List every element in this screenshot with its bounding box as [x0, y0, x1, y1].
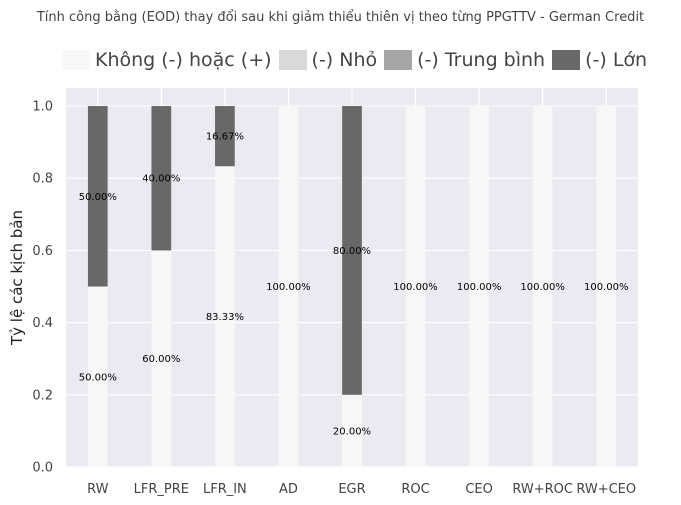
x-tick-label: EGR: [338, 482, 365, 497]
y-tick-label: 0.6: [32, 244, 53, 259]
bar-EGR-series-0: [342, 394, 362, 467]
y-tick-label: 0.0: [32, 461, 53, 476]
data-label: 50.00%: [79, 192, 117, 203]
data-label: 83.33%: [206, 312, 244, 323]
legend-swatch: [62, 50, 90, 70]
y-tick-label: 0.8: [32, 172, 53, 187]
legend-item: (-) Trung bình: [384, 49, 545, 71]
bar-LFR_IN-series-0: [215, 166, 235, 467]
legend-label: Không (-) hoặc (+): [95, 49, 272, 71]
x-tick-label: ROC: [401, 482, 429, 497]
bar-ROC-series-0: [405, 106, 426, 468]
legend-item: Không (-) hoặc (+): [62, 49, 272, 71]
legend-label: (-) Nhỏ: [311, 49, 378, 71]
legend-swatch: [384, 50, 413, 70]
bar-RW-series-3: [87, 106, 108, 287]
bar-AD-series-0: [278, 106, 299, 468]
data-label: 40.00%: [142, 174, 180, 185]
x-tick-label: RW+ROC: [512, 482, 573, 497]
legend-item: (-) Nhỏ: [278, 49, 378, 71]
x-tick-label: RW+CEO: [576, 482, 636, 497]
data-label: 100.00%: [584, 282, 629, 293]
legend-item: (-) Lớn: [552, 49, 647, 71]
x-tick-label: LFR_PRE: [134, 482, 189, 497]
data-label: 80.00%: [333, 246, 371, 257]
data-label: 60.00%: [142, 354, 180, 365]
x-tick-label: RW: [87, 482, 109, 497]
x-tick-label: LFR_IN: [203, 482, 247, 497]
y-tick-label: 0.4: [32, 316, 53, 331]
bar-RW-series-0: [87, 286, 108, 467]
legend-label: (-) Lớn: [585, 49, 648, 71]
data-label: 100.00%: [520, 282, 565, 293]
bar-RW+CEO-series-0: [596, 106, 617, 468]
legend-swatch: [278, 50, 307, 70]
bar-LFR_PRE-series-0: [151, 250, 172, 467]
legend-label: (-) Trung bình: [417, 49, 546, 71]
data-label: 16.67%: [206, 132, 244, 143]
bar-EGR-series-3: [342, 106, 362, 395]
chart-title: Tính công bằng (EOD) thay đổi sau khi gi…: [36, 10, 645, 25]
data-label: 100.00%: [393, 282, 438, 293]
data-label: 100.00%: [266, 282, 311, 293]
y-axis-label: Tỷ lệ các kịch bản: [8, 210, 26, 346]
legend: Không (-) hoặc (+) (-) Nhỏ (-) Trung bình (…: [62, 47, 654, 73]
legend-swatch: [552, 50, 581, 70]
bar-RW+ROC-series-0: [532, 106, 553, 468]
x-tick-label: AD: [279, 482, 298, 497]
bar-LFR_PRE-series-3: [151, 106, 172, 251]
y-tick-label: 0.2: [32, 388, 53, 403]
bar-CEO-series-0: [469, 106, 489, 468]
bar-LFR_IN-series-3: [215, 106, 235, 167]
data-label: 20.00%: [333, 426, 371, 437]
y-tick-label: 1.0: [32, 100, 53, 115]
data-label: 50.00%: [79, 372, 117, 383]
data-label: 100.00%: [457, 282, 502, 293]
x-tick-label: CEO: [465, 482, 493, 497]
